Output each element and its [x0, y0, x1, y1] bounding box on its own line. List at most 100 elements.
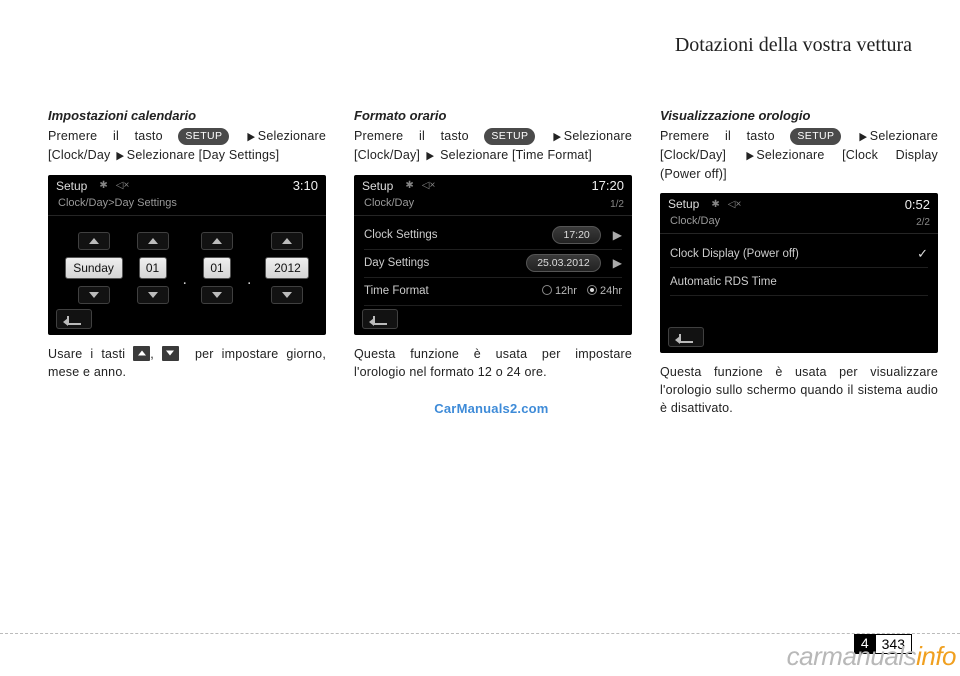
menu-item-day-settings[interactable]: Day Settings 25.03.2012 ▶	[364, 250, 622, 278]
heading-clock-display: Visualizzazione orologio	[660, 108, 938, 123]
bluetooth-icon: ✱	[711, 199, 719, 210]
screen-topbar: Setup ✱ ◁× 17:20	[354, 175, 632, 197]
screen-title: Setup	[668, 197, 699, 211]
menu-item-clock-settings[interactable]: Clock Settings 17:20 ▶	[364, 222, 622, 250]
page-header-title: Dotazioni della vostra vettura	[675, 34, 912, 57]
setup-button-label: SETUP	[790, 128, 841, 145]
back-button[interactable]	[362, 309, 398, 329]
up-arrow-button[interactable]	[271, 232, 303, 250]
down-arrow-button[interactable]	[78, 286, 110, 304]
chevron-right-icon: ▶	[248, 130, 256, 146]
chevron-right-icon: ▶	[613, 256, 622, 270]
menu-label: Clock Display (Power off)	[670, 248, 799, 260]
day-column: Sunday	[65, 232, 123, 304]
separator-dot: .	[183, 246, 187, 289]
down-arrow-button[interactable]	[271, 286, 303, 304]
text-clockdisplay-intro: Premere il tasto SETUP ▶Selezionare [Clo…	[660, 127, 938, 183]
bluetooth-icon: ✱	[99, 180, 107, 191]
chevron-right-icon: ▶	[426, 149, 434, 165]
radio-icon	[542, 285, 552, 295]
text-fragment: Premere il tasto	[660, 129, 790, 143]
menu-list: Clock Settings 17:20 ▶ Day Settings 25.0…	[354, 216, 632, 306]
down-arrow-button[interactable]	[137, 286, 169, 304]
text-timeformat-intro: Premere il tasto SETUP ▶Selezionare [Clo…	[354, 127, 632, 165]
check-icon: ✓	[917, 246, 928, 262]
manual-page: Dotazioni della vostra vettura Impostazi…	[0, 0, 960, 676]
clock-time: 3:10	[293, 178, 318, 193]
menu-item-clock-display[interactable]: Clock Display (Power off) ✓	[670, 240, 928, 268]
watermark-carmanualsinfo: carmanualsinfo	[787, 641, 956, 672]
chevron-right-icon: ▶	[746, 149, 754, 165]
back-button-row	[668, 327, 704, 347]
yyyy-value[interactable]: 2012	[265, 257, 309, 279]
radio-option-12hr[interactable]: 12hr	[542, 285, 577, 297]
setup-button-label: SETUP	[484, 128, 535, 145]
menu-label: Time Format	[364, 285, 429, 297]
up-arrow-button[interactable]	[201, 232, 233, 250]
text-fragment: ,	[150, 347, 162, 361]
content-columns: Impostazioni calendario Premere il tasto…	[48, 108, 912, 417]
menu-list: Clock Display (Power off) ✓ Automatic RD…	[660, 234, 938, 296]
setup-button-label: SETUP	[178, 128, 229, 145]
heading-time-format: Formato orario	[354, 108, 632, 123]
back-button-row	[362, 309, 398, 329]
up-arrow-button[interactable]	[137, 232, 169, 250]
text-fragment: Selezionare [Time Format]	[436, 148, 591, 162]
down-key-icon	[162, 346, 179, 361]
clock-time: 17:20	[591, 178, 624, 193]
up-arrow-button[interactable]	[78, 232, 110, 250]
menu-item-auto-rds[interactable]: Automatic RDS Time	[670, 268, 928, 296]
column-time-format: Formato orario Premere il tasto SETUP ▶S…	[354, 108, 632, 417]
breadcrumb: Clock/Day	[660, 215, 938, 234]
mute-icon: ◁×	[116, 180, 130, 191]
breadcrumb: Clock/Day>Day Settings	[48, 197, 326, 216]
menu-value: 25.03.2012	[526, 254, 601, 272]
back-button-row	[56, 309, 92, 329]
chevron-right-icon: ▶	[554, 130, 562, 146]
screen-topbar: Setup ✱ ◁× 3:10	[48, 175, 326, 197]
menu-label: Clock Settings	[364, 229, 438, 241]
watermark-carmanuals2: CarManuals2.com	[434, 401, 548, 416]
mm-column: 01	[201, 232, 233, 304]
radio-option-24hr[interactable]: 24hr	[587, 285, 622, 297]
dd-value[interactable]: 01	[139, 257, 167, 279]
bluetooth-icon: ✱	[405, 180, 413, 191]
menu-item-time-format[interactable]: Time Format 12hr 24hr	[364, 278, 622, 306]
screenshot-time-format: Setup ✱ ◁× 17:20 1/2 Clock/Day Clock Set…	[354, 175, 632, 335]
heading-calendar: Impostazioni calendario	[48, 108, 326, 123]
text-calendar-instruction: Usare i tasti , per impostare giorno, me…	[48, 345, 326, 381]
mm-value[interactable]: 01	[203, 257, 231, 279]
page-indicator: 1/2	[610, 199, 624, 210]
radio-label: 12hr	[555, 285, 577, 297]
radio-icon	[587, 285, 597, 295]
footer-separator	[0, 633, 960, 634]
breadcrumb: Clock/Day	[354, 197, 632, 216]
down-arrow-button[interactable]	[201, 286, 233, 304]
yyyy-column: 2012	[265, 232, 309, 304]
status-icons: ✱ ◁×	[99, 180, 129, 191]
mute-icon: ◁×	[422, 180, 436, 191]
screenshot-day-settings: Setup ✱ ◁× 3:10 Clock/Day>Day Settings S…	[48, 175, 326, 335]
day-value[interactable]: Sunday	[65, 257, 123, 279]
back-button[interactable]	[668, 327, 704, 347]
back-button[interactable]	[56, 309, 92, 329]
text-fragment: Usare i tasti	[48, 347, 133, 361]
radio-label: 24hr	[600, 285, 622, 297]
screenshot-clock-display: Setup ✱ ◁× 0:52 2/2 Clock/Day Clock Disp…	[660, 193, 938, 353]
watermark-part1: carmanuals	[787, 641, 916, 671]
column-clock-display: Visualizzazione orologio Premere il tast…	[660, 108, 938, 417]
menu-label: Automatic RDS Time	[670, 276, 777, 288]
clock-time: 0:52	[905, 197, 930, 212]
watermark-part2: info	[916, 641, 956, 671]
status-icons: ✱ ◁×	[711, 199, 741, 210]
status-icons: ✱ ◁×	[405, 180, 435, 191]
dd-column: 01	[137, 232, 169, 304]
date-picker: Sunday 01 . 01 .	[48, 216, 326, 310]
text-fragment: Selezionare [Day Settings]	[127, 148, 280, 162]
text-fragment: Premere il tasto	[354, 129, 484, 143]
page-indicator: 2/2	[916, 217, 930, 228]
text-fragment: Premere il tasto	[48, 129, 178, 143]
radio-group: 12hr 24hr	[542, 285, 622, 297]
text-clockdisplay-desc: Questa funzione è usata per visualizzare…	[660, 363, 938, 417]
screen-title: Setup	[56, 179, 87, 193]
